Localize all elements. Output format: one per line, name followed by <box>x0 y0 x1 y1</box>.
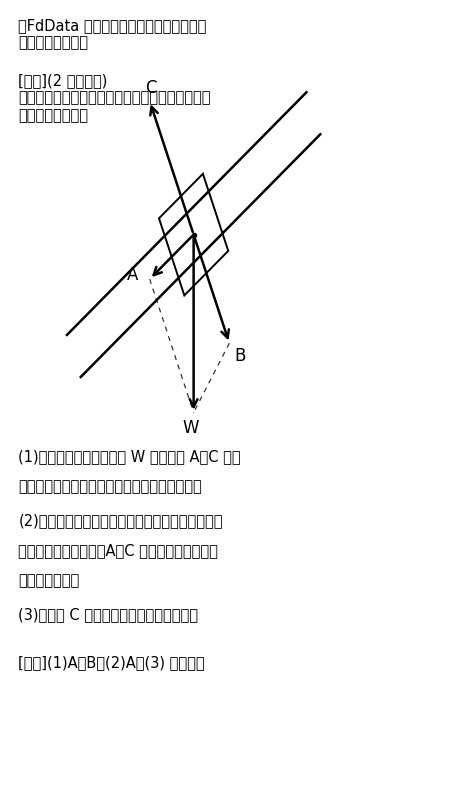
Text: ちのどれか。すべて選んで記号で答えよ。: ちのどれか。すべて選んで記号で答えよ。 <box>18 479 202 494</box>
Text: (3)　図の C で示される力を何というか。: (3) 図の C で示される力を何というか。 <box>18 608 198 623</box>
Text: (1)　物体にはたらく重力 W の分力は A～C のう: (1) 物体にはたらく重力 W の分力は A～C のう <box>18 449 241 464</box>
Text: A: A <box>127 266 138 284</box>
Text: で答えよ。: で答えよ。 <box>18 574 80 588</box>
Text: 次の図は，摩擦のない斜面上の物体にはたらく: 次の図は，摩擦のない斜面上の物体にはたらく <box>18 91 211 106</box>
Text: [問題](2 学期期末): [問題](2 学期期末) <box>18 73 108 88</box>
Text: B: B <box>234 347 245 365</box>
Text: (2)　斜面の角度が大きくなると，大きさが大きく: (2) 斜面の角度が大きくなると，大きさが大きく <box>18 514 223 528</box>
Text: W: W <box>182 419 199 437</box>
Text: 力を示している。: 力を示している。 <box>18 108 89 124</box>
Text: なる力はどれか。A～C から１つ選んで記号: なる力はどれか。A～C から１つ選んで記号 <box>18 544 219 558</box>
Text: C: C <box>145 79 157 97</box>
Text: [解答](1)A，B　(2)A　(3) 垂直抗力: [解答](1)A，B (2)A (3) 垂直抗力 <box>18 655 205 671</box>
Text: 』FdData 中間期末：中学理科３年：力』: 』FdData 中間期末：中学理科３年：力』 <box>18 18 207 33</box>
Text: ［斜面上の物体］: ［斜面上の物体］ <box>18 35 89 50</box>
